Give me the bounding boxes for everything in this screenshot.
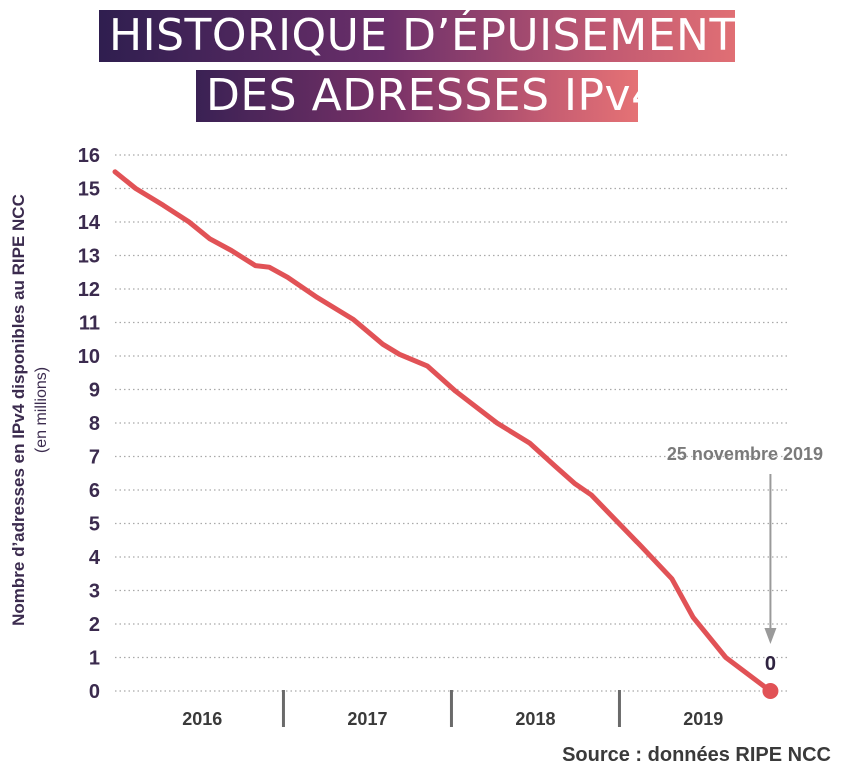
x-period-labels: 2016 2017 2018 2019 [182,709,723,729]
annotation: 25 novembre 2019 0 [667,444,823,699]
source-note: Source : données RIPE NCC [562,744,831,766]
y-tick-label: 6 [89,480,100,502]
y-tick-label: 2 [89,614,100,636]
y-tick-label: 14 [78,212,101,234]
chart-title-line-2: DES ADRESSES IPv4 [196,70,659,122]
x-period-label: 2019 [683,709,723,729]
y-tick-label: 15 [78,179,100,201]
y-tick-label: 16 [78,145,100,167]
y-tick-label: 13 [78,246,100,268]
end-point-marker [762,683,779,699]
annotation-value-label: 0 [765,653,776,675]
gridlines [115,154,787,692]
annotation-date-label: 25 novembre 2019 [667,444,823,464]
series-line [112,169,773,694]
annotation-arrow-head [764,628,777,644]
x-period-label: 2017 [347,709,387,729]
y-tick-label: 11 [79,313,100,335]
year-separators [281,690,621,727]
x-period-label: 2016 [182,709,222,729]
y-tick-label: 7 [89,447,100,469]
y-tick-label: 10 [78,346,100,368]
y-axis-sublabel: (en millions) [33,367,50,453]
chart-title-line-1: HISTORIQUE D’ÉPUISEMENT [99,10,736,62]
y-tick-label: 12 [78,279,100,301]
x-period-label: 2018 [515,709,555,729]
y-tick-label: 4 [89,547,101,569]
y-tick-label: 9 [89,380,100,402]
y-tick-label: 1 [89,648,100,670]
y-tick-label: 0 [89,681,100,703]
y-tick-label: 5 [89,514,100,536]
y-tick-label: 8 [89,413,100,435]
y-axis-label: Nombre d’adresses en IPv4 disponibles au… [9,194,28,626]
y-tick-label: 3 [89,581,100,603]
